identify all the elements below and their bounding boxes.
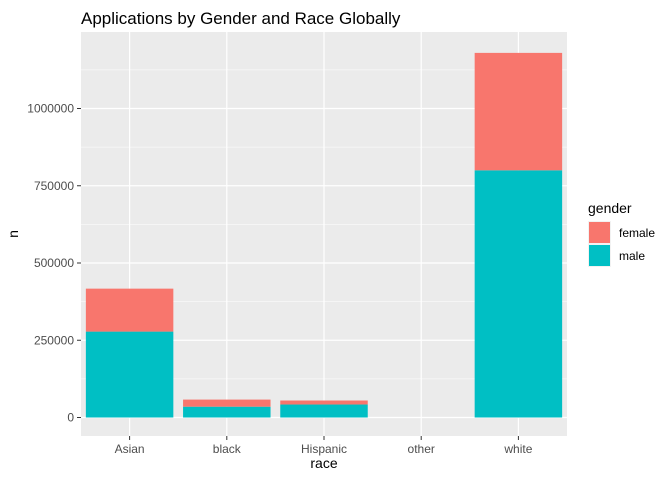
y-tick-label: 750000 bbox=[34, 179, 74, 193]
x-tick-label: black bbox=[213, 442, 242, 456]
legend-label-female: female bbox=[619, 226, 655, 240]
bar-black-female bbox=[183, 399, 271, 407]
legend-swatch-female bbox=[589, 222, 610, 243]
x-tick-label: Hispanic bbox=[301, 442, 347, 456]
x-axis: Asian black Hispanic other white bbox=[115, 436, 533, 456]
bar-white-male bbox=[474, 170, 563, 418]
y-tick-label: 0 bbox=[67, 411, 74, 425]
bar-hispanic-male bbox=[280, 404, 368, 418]
x-tick-label: white bbox=[503, 442, 532, 456]
bar-asian-male bbox=[85, 331, 174, 418]
bar-asian-female bbox=[85, 288, 174, 332]
legend-label-male: male bbox=[619, 249, 645, 263]
y-tick-label: 1000000 bbox=[27, 102, 74, 116]
bar-hispanic-female bbox=[280, 400, 368, 405]
y-tick-label: 500000 bbox=[34, 256, 74, 270]
legend: gender female male bbox=[588, 200, 655, 267]
legend-swatch-male bbox=[589, 245, 610, 266]
bar-black-male bbox=[183, 406, 271, 418]
y-axis-title: n bbox=[5, 230, 21, 238]
bar-white-female bbox=[474, 52, 563, 171]
x-tick-label: Asian bbox=[115, 442, 145, 456]
legend-title: gender bbox=[588, 200, 632, 216]
y-tick-label: 250000 bbox=[34, 333, 74, 347]
y-axis: 0 250000 500000 750000 1000000 bbox=[27, 102, 81, 425]
x-tick-label: other bbox=[408, 442, 435, 456]
bars bbox=[85, 52, 563, 418]
chart-title: Applications by Gender and Race Globally bbox=[81, 9, 401, 28]
x-axis-title: race bbox=[310, 455, 337, 471]
